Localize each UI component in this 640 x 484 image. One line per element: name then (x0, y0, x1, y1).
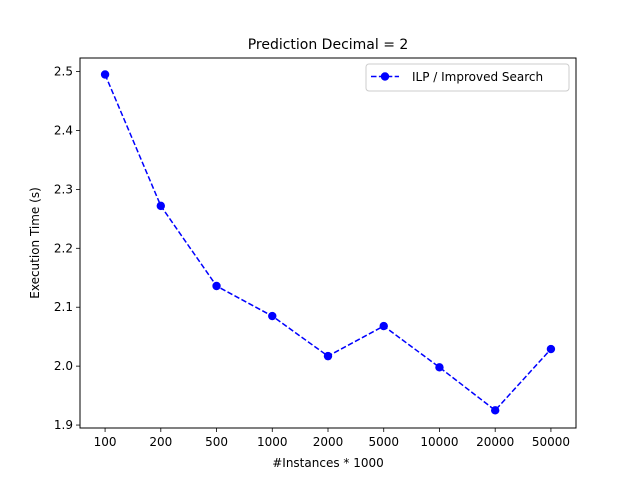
plot-frame (79, 57, 577, 429)
x-tick-label-50000: 50000 (532, 435, 570, 449)
legend-marker-sample (380, 72, 390, 81)
x-tick-label-200: 200 (149, 435, 172, 449)
data-point-50000 (546, 344, 556, 354)
data-point-1000 (268, 311, 277, 321)
x-tick-label-1000: 1000 (257, 435, 288, 449)
legend-label: ILP / Improved Search (412, 70, 543, 84)
data-point-2000 (323, 351, 333, 361)
y-tick-label-2.5: 2.5 (54, 65, 73, 79)
data-point-100 (100, 70, 110, 79)
plot-area: 100 200 500 1000 2000 5000 10000 20000 50000 1.9 2… (54, 65, 570, 449)
x-axis-label: #Instances * 1000 (272, 456, 384, 470)
legend: ILP / Improved Search (365, 63, 570, 92)
x-tick-label-100: 100 (94, 435, 117, 449)
y-tick-label-2.1: 2.1 (54, 300, 73, 314)
y-tick-label-1.9: 1.9 (54, 418, 73, 432)
y-tick-label-2.2: 2.2 (54, 241, 73, 255)
legend-box (365, 63, 570, 92)
data-point-500 (212, 281, 221, 291)
data-point-20000 (490, 406, 500, 415)
data-point-10000 (435, 363, 444, 372)
y-tick-label-2.0: 2.0 (54, 359, 73, 373)
data-point-200 (156, 201, 166, 211)
x-tick-label-5000: 5000 (368, 435, 399, 449)
x-tick-label-10000: 10000 (420, 435, 458, 449)
x-tick-label-20000: 20000 (476, 435, 514, 449)
chart-title: Prediction Decimal = 2 (248, 37, 409, 53)
y-axis-label: Execution Time (s) (28, 187, 42, 299)
y-tick-label-2.4: 2.4 (54, 123, 73, 137)
y-tick-label-2.3: 2.3 (54, 182, 73, 196)
data-point-5000 (379, 321, 388, 331)
x-tick-label-2000: 2000 (313, 435, 344, 449)
x-tick-label-500: 500 (205, 435, 228, 449)
